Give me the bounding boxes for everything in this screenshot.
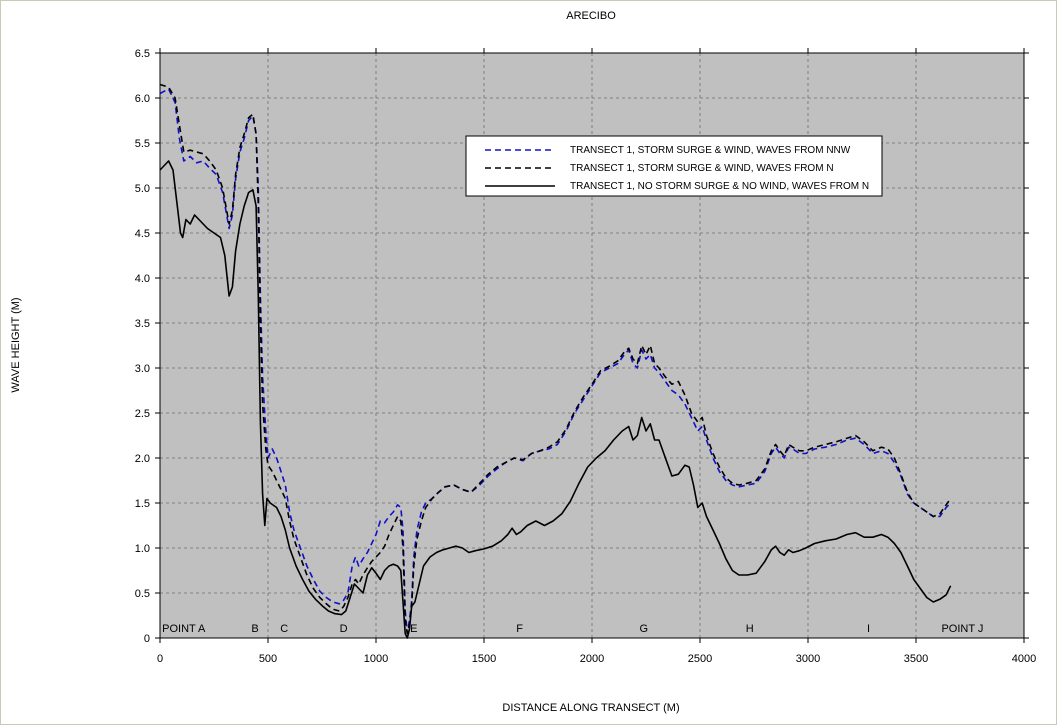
y-tick-label: 1.5 xyxy=(135,498,150,510)
axes xyxy=(155,48,1029,643)
x-tick-label: 1500 xyxy=(472,653,496,665)
point-label: POINT A xyxy=(162,623,206,635)
point-label: G xyxy=(640,623,649,635)
x-tick-label: 3000 xyxy=(796,653,820,665)
x-tick-labels: 0 500 1000 1500 2000 2500 3000 3500 4000 xyxy=(157,653,1036,665)
point-label: F xyxy=(516,623,523,635)
x-tick-label: 2500 xyxy=(688,653,712,665)
series-lines xyxy=(159,83,952,639)
point-label: B xyxy=(251,623,258,635)
legend: TRANSECT 1, STORM SURGE & WIND, WAVES FR… xyxy=(465,135,883,197)
point-label: I xyxy=(867,623,870,635)
y-tick-label: 4.5 xyxy=(135,228,150,240)
series-line-2 xyxy=(159,83,952,635)
x-tick-label: 2000 xyxy=(580,653,604,665)
point-label: D xyxy=(340,623,348,635)
chart-title: ARECIBO xyxy=(566,10,616,22)
grid-lines xyxy=(160,53,1024,638)
legend-label-no-surge: TRANSECT 1, NO STORM SURGE & NO WIND, WA… xyxy=(570,181,869,192)
y-tick-label: 2.0 xyxy=(135,453,150,465)
x-tick-label: 4000 xyxy=(1012,653,1036,665)
y-tick-label: 5.0 xyxy=(135,183,150,195)
x-tick-label: 3500 xyxy=(904,653,928,665)
y-tick-label: 3.0 xyxy=(135,363,150,375)
legend-label-n: TRANSECT 1, STORM SURGE & WIND, WAVES FR… xyxy=(570,163,834,174)
point-label: POINT J xyxy=(941,623,983,635)
point-label: H xyxy=(746,623,754,635)
y-tick-label: 3.5 xyxy=(135,318,150,330)
plot-border xyxy=(159,52,1025,639)
y-tick-label: 6.0 xyxy=(135,93,150,105)
y-tick-label: 0 xyxy=(144,633,150,645)
y-axis-label: WAVE HEIGHT (M) xyxy=(10,297,22,392)
x-tick-label: 0 xyxy=(157,653,163,665)
x-axis-label: DISTANCE ALONG TRANSECT (M) xyxy=(502,702,679,714)
y-tick-label: 5.5 xyxy=(135,138,150,150)
x-tick-label: 500 xyxy=(259,653,277,665)
y-tick-labels: 0 0.5 1.0 1.5 2.0 2.5 3.0 3.5 4.0 4.5 5.0 5.5 6.0 6.5 xyxy=(135,48,150,645)
y-tick-label: 6.5 xyxy=(135,48,150,60)
legend-label-nnw: TRANSECT 1, STORM SURGE & WIND, WAVES FR… xyxy=(570,145,851,156)
y-tick-label: 2.5 xyxy=(135,408,150,420)
y-tick-label: 4.0 xyxy=(135,273,150,285)
point-label: C xyxy=(280,623,288,635)
y-tick-label: 1.0 xyxy=(135,543,150,555)
y-tick-label: 0.5 xyxy=(135,588,150,600)
point-label: E xyxy=(410,623,417,635)
series-line-3 xyxy=(159,160,952,639)
x-tick-label: 1000 xyxy=(364,653,388,665)
transect-point-labels: POINT A B C D E F G H I POINT J xyxy=(162,623,983,635)
